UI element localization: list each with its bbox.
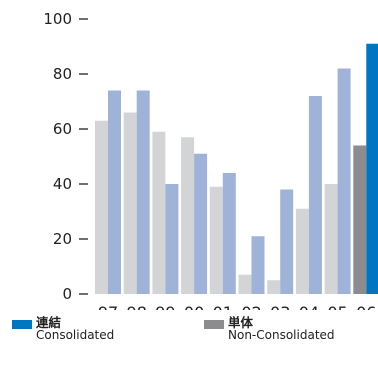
legend-label-en: Consolidated	[36, 328, 115, 342]
legend-swatch-non-consolidated	[204, 320, 224, 329]
bar-non-consolidated-01	[209, 186, 223, 294]
y-tick-label: 80	[53, 65, 72, 83]
x-tick-label: 99	[155, 303, 175, 310]
bar-consolidated-98	[136, 90, 150, 294]
bar-consolidated-99	[165, 184, 179, 294]
legend-label-jp: 単体	[228, 315, 254, 330]
x-tick-label: 00	[184, 303, 204, 310]
x-tick-label: 04	[299, 303, 319, 310]
bar-consolidated-97	[108, 90, 121, 294]
bar-consolidated-02	[251, 236, 265, 294]
bar-non-consolidated-02	[238, 274, 252, 294]
legend-non-consolidated: 単体 Non-Consolidated	[204, 316, 335, 342]
bar-consolidated-04	[308, 96, 322, 294]
x-tick-label: 06	[356, 303, 376, 310]
x-tick-label: 01	[213, 303, 233, 310]
x-tick-label: 97	[98, 303, 118, 310]
y-tick-label: 60	[53, 120, 72, 138]
bar-consolidated-01	[222, 173, 236, 294]
bar-non-consolidated-06	[353, 145, 367, 294]
bar-non-consolidated-97	[95, 120, 108, 294]
legend-label-jp: 連結	[36, 315, 62, 330]
legend-label-en: Non-Consolidated	[228, 328, 335, 342]
x-tick-label: 98	[127, 303, 147, 310]
bar-consolidated-06	[366, 43, 378, 294]
bar-non-consolidated-03	[267, 280, 281, 294]
legend-consolidated: 連結 Consolidated	[12, 316, 114, 342]
x-tick-label: 03	[270, 303, 290, 310]
bar-consolidated-00	[194, 153, 208, 294]
bar-non-consolidated-00	[181, 137, 195, 294]
bar-non-consolidated-99	[152, 131, 166, 294]
x-tick-label: 05	[327, 303, 347, 310]
bar-chart: 0 20 40 60 80 100 97 98 99 00 01 02 03 04 05 06	[43, 10, 378, 310]
bar-consolidated-03	[280, 189, 294, 294]
bar-non-consolidated-98	[123, 112, 137, 294]
y-tick-label: 0	[62, 285, 72, 303]
y-tick-label: 20	[53, 230, 72, 248]
y-tick-label: 40	[53, 175, 72, 193]
y-tick-label: 100	[43, 10, 72, 28]
x-tick-label: 02	[241, 303, 261, 310]
bar-consolidated-05	[337, 68, 351, 294]
bar-non-consolidated-04	[295, 208, 309, 294]
legend-swatch-consolidated	[12, 320, 32, 329]
bar-non-consolidated-05	[324, 184, 338, 294]
